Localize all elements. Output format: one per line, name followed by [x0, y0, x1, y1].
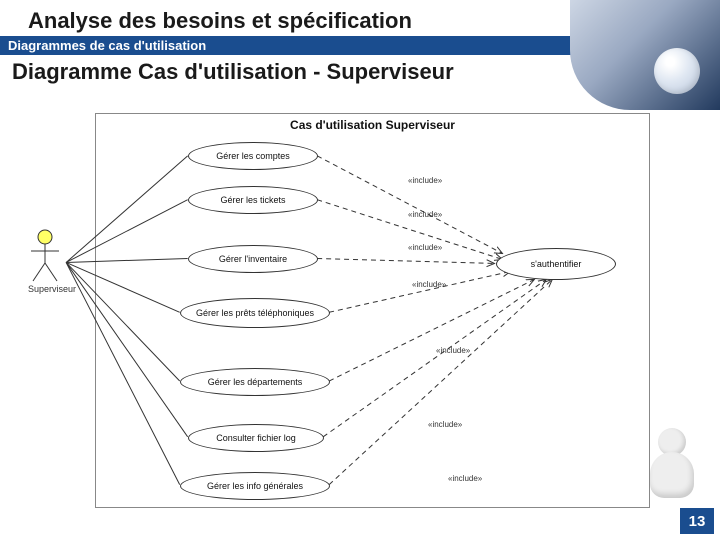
include-label: «include» — [448, 474, 482, 483]
include-label: «include» — [436, 346, 470, 355]
usecase-auth: s'authentifier — [496, 248, 616, 280]
usecase-uc2: Gérer les tickets — [188, 186, 318, 214]
usecase-uc1: Gérer les comptes — [188, 142, 318, 170]
corner-decoration — [570, 0, 720, 110]
actor-label: Superviseur — [28, 284, 76, 294]
include-label: «include» — [412, 280, 446, 289]
include-label: «include» — [408, 210, 442, 219]
diagram-edges — [96, 114, 649, 508]
include-label: «include» — [428, 420, 462, 429]
usecase-uc3: Gérer l'inventaire — [188, 245, 318, 273]
usecase-uc5: Gérer les départements — [180, 368, 330, 396]
mascot-figure — [642, 428, 702, 518]
usecase-uc6: Consulter fichier log — [188, 424, 324, 452]
include-label: «include» — [408, 176, 442, 185]
page-number: 13 — [680, 508, 714, 534]
usecase-uc4: Gérer les prêts téléphoniques — [180, 298, 330, 328]
usecase-uc7: Gérer les info générales — [180, 472, 330, 500]
usecase-diagram-box: Cas d'utilisation Superviseur Gérer les … — [95, 113, 650, 508]
include-label: «include» — [408, 243, 442, 252]
